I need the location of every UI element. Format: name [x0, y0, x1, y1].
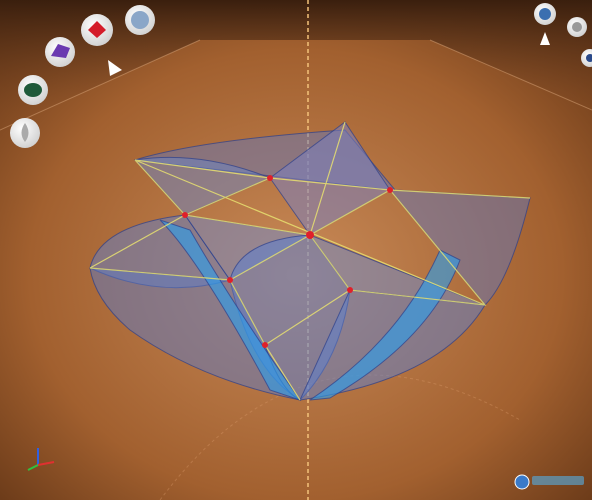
gem-button-amethyst[interactable]	[45, 37, 75, 67]
vertex	[182, 212, 188, 218]
ground-arc	[159, 374, 521, 500]
gem-toolbar	[10, 5, 155, 148]
view-button[interactable]	[534, 3, 556, 25]
axis-gizmo	[27, 448, 55, 471]
view-pointer	[540, 32, 550, 45]
vertex	[267, 175, 273, 181]
vertices	[182, 175, 393, 348]
room-edge	[0, 39, 592, 131]
selection-pointer	[108, 60, 122, 76]
gem-model	[89, 121, 531, 401]
gem-button-diamond[interactable]	[125, 5, 155, 35]
gem-button-emerald[interactable]	[18, 75, 48, 105]
facet-highlight	[309, 249, 461, 401]
vertex	[387, 187, 393, 193]
gem-button-ruby[interactable]	[81, 14, 113, 46]
vertex	[262, 342, 268, 348]
vertex	[347, 287, 353, 293]
vertex	[227, 277, 233, 283]
view-button[interactable]	[581, 49, 592, 67]
vertex	[306, 231, 314, 239]
view-controls	[534, 3, 592, 67]
app-logo	[514, 474, 584, 490]
view-button[interactable]	[567, 17, 587, 37]
gem-button-pear[interactable]	[10, 118, 40, 148]
